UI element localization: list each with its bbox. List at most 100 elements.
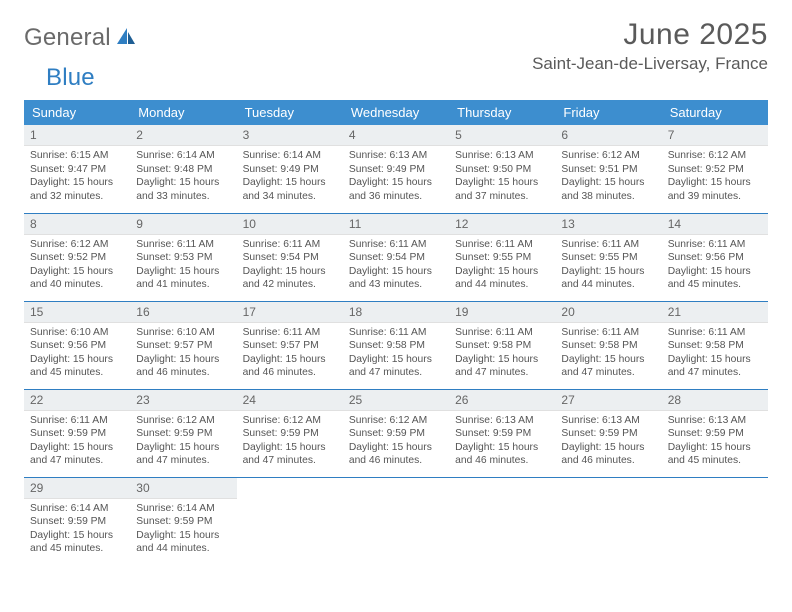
calendar-day-cell: 29Sunrise: 6:14 AM Sunset: 9:59 PM Dayli… [24,477,130,565]
day-content: Sunrise: 6:14 AM Sunset: 9:59 PM Dayligh… [24,499,130,560]
day-content: Sunrise: 6:11 AM Sunset: 9:54 PM Dayligh… [343,235,449,296]
calendar-week-row: 22Sunrise: 6:11 AM Sunset: 9:59 PM Dayli… [24,389,768,477]
calendar-day-cell: 14Sunrise: 6:11 AM Sunset: 9:56 PM Dayli… [662,213,768,301]
calendar-day-cell: 1Sunrise: 6:15 AM Sunset: 9:47 PM Daylig… [24,125,130,213]
calendar-day-cell: 27Sunrise: 6:13 AM Sunset: 9:59 PM Dayli… [555,389,661,477]
day-content: Sunrise: 6:13 AM Sunset: 9:49 PM Dayligh… [343,146,449,207]
day-content: Sunrise: 6:14 AM Sunset: 9:48 PM Dayligh… [130,146,236,207]
brand-name-1: General [24,24,111,52]
calendar-day-cell: 12Sunrise: 6:11 AM Sunset: 9:55 PM Dayli… [449,213,555,301]
day-content: Sunrise: 6:13 AM Sunset: 9:59 PM Dayligh… [449,411,555,472]
day-content: Sunrise: 6:11 AM Sunset: 9:58 PM Dayligh… [662,323,768,384]
calendar-day-cell: 9Sunrise: 6:11 AM Sunset: 9:53 PM Daylig… [130,213,236,301]
day-number: 16 [130,302,236,323]
calendar-day-cell: 15Sunrise: 6:10 AM Sunset: 9:56 PM Dayli… [24,301,130,389]
brand-logo: General [24,18,139,52]
calendar-day-cell: 24Sunrise: 6:12 AM Sunset: 9:59 PM Dayli… [237,389,343,477]
day-number: 2 [130,125,236,146]
weekday-header-tuesday: Tuesday [237,100,343,125]
day-content: Sunrise: 6:11 AM Sunset: 9:55 PM Dayligh… [449,235,555,296]
month-title: June 2025 [532,18,768,52]
calendar-day-cell: 19Sunrise: 6:11 AM Sunset: 9:58 PM Dayli… [449,301,555,389]
calendar-day-cell: .. [237,477,343,565]
day-number: 10 [237,214,343,235]
calendar-day-cell: 5Sunrise: 6:13 AM Sunset: 9:50 PM Daylig… [449,125,555,213]
day-content: Sunrise: 6:12 AM Sunset: 9:52 PM Dayligh… [662,146,768,207]
calendar-day-cell: .. [343,477,449,565]
day-number: 23 [130,390,236,411]
day-content: Sunrise: 6:10 AM Sunset: 9:56 PM Dayligh… [24,323,130,384]
calendar-day-cell: 28Sunrise: 6:13 AM Sunset: 9:59 PM Dayli… [662,389,768,477]
day-content: Sunrise: 6:13 AM Sunset: 9:50 PM Dayligh… [449,146,555,207]
day-content: Sunrise: 6:11 AM Sunset: 9:53 PM Dayligh… [130,235,236,296]
calendar-day-cell: .. [662,477,768,565]
day-content: Sunrise: 6:11 AM Sunset: 9:54 PM Dayligh… [237,235,343,296]
calendar-day-cell: 30Sunrise: 6:14 AM Sunset: 9:59 PM Dayli… [130,477,236,565]
brand-sail-icon [115,26,137,51]
day-content: Sunrise: 6:11 AM Sunset: 9:55 PM Dayligh… [555,235,661,296]
day-number: 30 [130,478,236,499]
calendar-day-cell: 3Sunrise: 6:14 AM Sunset: 9:49 PM Daylig… [237,125,343,213]
calendar-day-cell: 8Sunrise: 6:12 AM Sunset: 9:52 PM Daylig… [24,213,130,301]
day-number: 14 [662,214,768,235]
calendar-table: SundayMondayTuesdayWednesdayThursdayFrid… [24,100,768,565]
calendar-day-cell: 25Sunrise: 6:12 AM Sunset: 9:59 PM Dayli… [343,389,449,477]
day-number: 6 [555,125,661,146]
calendar-week-row: 8Sunrise: 6:12 AM Sunset: 9:52 PM Daylig… [24,213,768,301]
day-content: Sunrise: 6:13 AM Sunset: 9:59 PM Dayligh… [662,411,768,472]
calendar-day-cell: 2Sunrise: 6:14 AM Sunset: 9:48 PM Daylig… [130,125,236,213]
calendar-body: 1Sunrise: 6:15 AM Sunset: 9:47 PM Daylig… [24,125,768,565]
day-content: Sunrise: 6:11 AM Sunset: 9:58 PM Dayligh… [449,323,555,384]
calendar-week-row: 15Sunrise: 6:10 AM Sunset: 9:56 PM Dayli… [24,301,768,389]
day-number: 19 [449,302,555,323]
calendar-day-cell: 18Sunrise: 6:11 AM Sunset: 9:58 PM Dayli… [343,301,449,389]
day-number: 18 [343,302,449,323]
calendar-day-cell: 10Sunrise: 6:11 AM Sunset: 9:54 PM Dayli… [237,213,343,301]
day-content: Sunrise: 6:10 AM Sunset: 9:57 PM Dayligh… [130,323,236,384]
day-number: 29 [24,478,130,499]
brand-name-2: Blue [46,64,95,92]
calendar-day-cell: 11Sunrise: 6:11 AM Sunset: 9:54 PM Dayli… [343,213,449,301]
day-content: Sunrise: 6:13 AM Sunset: 9:59 PM Dayligh… [555,411,661,472]
day-number: 13 [555,214,661,235]
day-number: 3 [237,125,343,146]
day-content: Sunrise: 6:14 AM Sunset: 9:49 PM Dayligh… [237,146,343,207]
day-content: Sunrise: 6:15 AM Sunset: 9:47 PM Dayligh… [24,146,130,207]
calendar-day-cell: 20Sunrise: 6:11 AM Sunset: 9:58 PM Dayli… [555,301,661,389]
weekday-header-friday: Friday [555,100,661,125]
calendar-weekday-header: SundayMondayTuesdayWednesdayThursdayFrid… [24,100,768,125]
day-content: Sunrise: 6:11 AM Sunset: 9:58 PM Dayligh… [555,323,661,384]
day-content: Sunrise: 6:12 AM Sunset: 9:51 PM Dayligh… [555,146,661,207]
day-content: Sunrise: 6:12 AM Sunset: 9:52 PM Dayligh… [24,235,130,296]
title-block: June 2025 Saint-Jean-de-Liversay, France [532,18,768,74]
location-label: Saint-Jean-de-Liversay, France [532,54,768,74]
weekday-header-monday: Monday [130,100,236,125]
day-number: 24 [237,390,343,411]
day-number: 26 [449,390,555,411]
day-content: Sunrise: 6:11 AM Sunset: 9:59 PM Dayligh… [24,411,130,472]
calendar-week-row: 29Sunrise: 6:14 AM Sunset: 9:59 PM Dayli… [24,477,768,565]
day-content: Sunrise: 6:12 AM Sunset: 9:59 PM Dayligh… [130,411,236,472]
calendar-day-cell: 7Sunrise: 6:12 AM Sunset: 9:52 PM Daylig… [662,125,768,213]
day-content: Sunrise: 6:11 AM Sunset: 9:58 PM Dayligh… [343,323,449,384]
weekday-header-saturday: Saturday [662,100,768,125]
calendar-day-cell: 13Sunrise: 6:11 AM Sunset: 9:55 PM Dayli… [555,213,661,301]
day-content: Sunrise: 6:12 AM Sunset: 9:59 PM Dayligh… [237,411,343,472]
calendar-day-cell: 17Sunrise: 6:11 AM Sunset: 9:57 PM Dayli… [237,301,343,389]
day-number: 25 [343,390,449,411]
calendar-day-cell: .. [555,477,661,565]
weekday-header-thursday: Thursday [449,100,555,125]
day-content: Sunrise: 6:12 AM Sunset: 9:59 PM Dayligh… [343,411,449,472]
day-number: 21 [662,302,768,323]
day-number: 5 [449,125,555,146]
day-number: 27 [555,390,661,411]
day-number: 17 [237,302,343,323]
calendar-day-cell: 16Sunrise: 6:10 AM Sunset: 9:57 PM Dayli… [130,301,236,389]
calendar-week-row: 1Sunrise: 6:15 AM Sunset: 9:47 PM Daylig… [24,125,768,213]
calendar-day-cell: 4Sunrise: 6:13 AM Sunset: 9:49 PM Daylig… [343,125,449,213]
day-number: 15 [24,302,130,323]
calendar-page: General June 2025 Saint-Jean-de-Liversay… [0,0,792,565]
day-number: 8 [24,214,130,235]
calendar-day-cell: 23Sunrise: 6:12 AM Sunset: 9:59 PM Dayli… [130,389,236,477]
calendar-day-cell: 6Sunrise: 6:12 AM Sunset: 9:51 PM Daylig… [555,125,661,213]
